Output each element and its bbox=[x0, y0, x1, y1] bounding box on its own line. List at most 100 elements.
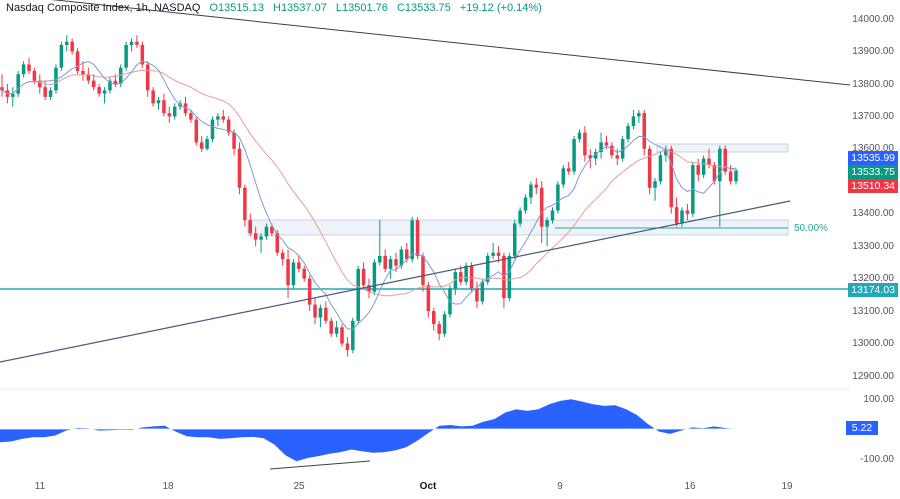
candle-body bbox=[280, 252, 285, 260]
candle-body bbox=[145, 64, 150, 91]
time-tick: 25 bbox=[293, 481, 305, 492]
candle-body bbox=[734, 170, 738, 182]
candle-body bbox=[626, 126, 630, 140]
candle-body bbox=[399, 249, 404, 266]
high-value: H13537.07 bbox=[273, 2, 327, 14]
candle-body bbox=[539, 187, 544, 227]
candle-body bbox=[378, 255, 382, 263]
price-tick: 13800.00 bbox=[852, 79, 894, 90]
candle-body bbox=[421, 255, 425, 286]
candle-body bbox=[113, 80, 118, 84]
candle-body bbox=[367, 285, 371, 292]
candle-body bbox=[253, 233, 258, 240]
candle-body bbox=[469, 265, 474, 289]
candle-body bbox=[534, 184, 539, 188]
candle-body bbox=[156, 100, 161, 104]
candle-body bbox=[599, 142, 603, 153]
time-tick: 9 bbox=[557, 481, 563, 492]
candle-body bbox=[637, 113, 641, 117]
zones-layer bbox=[247, 143, 789, 236]
candle-body bbox=[232, 132, 236, 149]
candle-body bbox=[297, 262, 301, 269]
candle-body bbox=[712, 165, 717, 182]
time-tick: 18 bbox=[162, 481, 174, 492]
price-tick: 13000.00 bbox=[852, 338, 894, 349]
price-tick: 13300.00 bbox=[852, 241, 894, 252]
price-tick: 12900.00 bbox=[852, 371, 894, 382]
candle-body bbox=[723, 148, 727, 172]
moving-averages-layer bbox=[1, 60, 737, 330]
price-tick: 13400.00 bbox=[852, 208, 894, 219]
candle-body bbox=[151, 90, 155, 104]
candle-body bbox=[81, 70, 85, 75]
ascending-trendline[interactable] bbox=[0, 200, 791, 363]
candle-body bbox=[502, 255, 506, 299]
trendlines-layer[interactable] bbox=[0, 0, 851, 363]
candle-body bbox=[664, 148, 668, 156]
price-tick: 13100.00 bbox=[852, 306, 894, 317]
candle-body bbox=[680, 210, 684, 224]
levels-layer bbox=[0, 227, 850, 290]
candle-body bbox=[216, 116, 220, 120]
price-tick: 13700.00 bbox=[852, 111, 894, 122]
candle-body bbox=[518, 210, 522, 224]
candle-body bbox=[728, 171, 733, 182]
slow-ma-price-label: 13510.34 bbox=[848, 179, 898, 193]
candle-body bbox=[108, 80, 112, 91]
candle-body bbox=[572, 139, 576, 172]
candle-body bbox=[545, 220, 549, 227]
candle-body bbox=[480, 281, 485, 302]
candles-layer bbox=[0, 35, 738, 357]
candle-body bbox=[658, 155, 663, 182]
candle-body bbox=[507, 255, 512, 299]
descending-trendline[interactable] bbox=[0, 0, 851, 86]
candle-body bbox=[383, 255, 387, 269]
candle-body bbox=[701, 158, 706, 175]
candle-body bbox=[129, 41, 134, 45]
change-value: +19.12 (+0.14%) bbox=[459, 2, 542, 14]
candle-body bbox=[707, 158, 711, 166]
candle-body bbox=[356, 268, 360, 321]
symbol-title[interactable]: Nasdaq Composite Index, 1h, NASDAQ bbox=[6, 2, 201, 14]
price-tick: 13600.00 bbox=[852, 143, 894, 154]
candle-body bbox=[318, 307, 323, 318]
candle-body bbox=[324, 307, 328, 321]
candle-body bbox=[415, 220, 420, 256]
candle-body bbox=[65, 41, 69, 45]
candle-body bbox=[16, 74, 20, 94]
candle-body bbox=[205, 139, 209, 149]
candle-body bbox=[237, 148, 242, 188]
support-price-label: 13174.03 bbox=[848, 283, 898, 297]
candle-body bbox=[307, 278, 312, 305]
candle-body bbox=[91, 80, 96, 88]
candle-body bbox=[167, 113, 172, 117]
candle-body bbox=[172, 106, 177, 117]
candle-body bbox=[475, 288, 479, 302]
candle-body bbox=[102, 90, 107, 94]
candle-body bbox=[345, 343, 350, 351]
time-tick: 19 bbox=[781, 481, 793, 492]
candle-body bbox=[583, 132, 587, 156]
candle-body bbox=[437, 324, 441, 334]
candle-body bbox=[669, 148, 673, 208]
price-tick: 14000.00 bbox=[852, 14, 894, 25]
low-value: L13501.76 bbox=[335, 2, 388, 14]
candle-body bbox=[388, 259, 393, 269]
resistance-zone[interactable] bbox=[656, 143, 789, 153]
candle-body bbox=[97, 87, 101, 94]
chart-legend: Nasdaq Composite Index, 1h, NASDAQ O1351… bbox=[6, 2, 548, 14]
candle-body bbox=[194, 119, 199, 143]
candle-body bbox=[27, 64, 31, 71]
candle-body bbox=[59, 44, 64, 68]
candle-body bbox=[405, 249, 409, 260]
candle-body bbox=[485, 255, 490, 282]
divergence-line[interactable] bbox=[269, 460, 371, 470]
oscillator-tick: -100.00 bbox=[860, 454, 894, 465]
candle-body bbox=[32, 70, 37, 81]
candle-body bbox=[11, 93, 15, 97]
candle-body bbox=[221, 116, 226, 120]
ohlc-values: O13515.13 H13537.07 L13501.76 C13533.75 … bbox=[210, 2, 548, 14]
candle-body bbox=[264, 226, 269, 237]
